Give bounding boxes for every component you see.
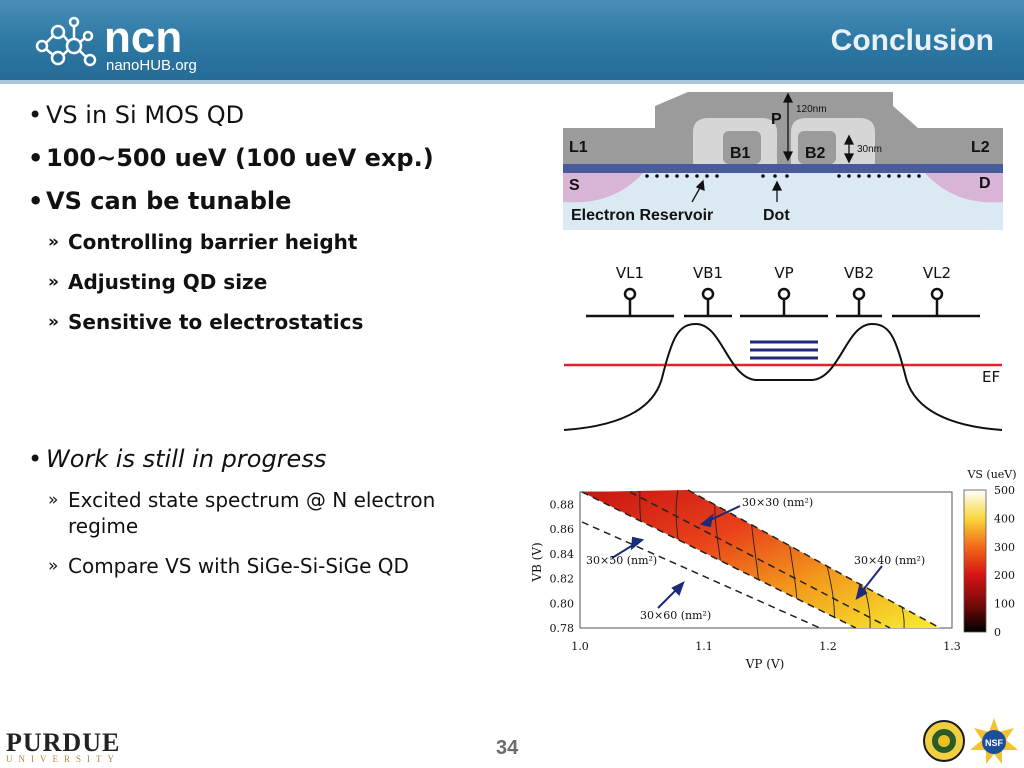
label-l1: L1 bbox=[569, 139, 588, 156]
sub-bullet-item: » Adjusting QD size bbox=[48, 270, 268, 294]
bullet-item: • Work is still in progress bbox=[28, 445, 327, 473]
gate-label-vb1: VB1 bbox=[693, 264, 723, 282]
sub-bullet-text: Compare VS with SiGe-Si-SiGe QD bbox=[68, 554, 409, 578]
label-b2: B2 bbox=[805, 145, 826, 162]
sub-bullet-item: » Compare VS with SiGe-Si-SiGe QD bbox=[48, 554, 409, 578]
x-tick-label: 1.3 bbox=[943, 640, 961, 653]
potential-profile bbox=[563, 322, 1003, 431]
x-tick-label: 1.0 bbox=[571, 640, 589, 653]
slide-title: Conclusion bbox=[830, 24, 994, 57]
potential-diagram: VL1 VB1 VP VB2 VL2 EF bbox=[563, 264, 1003, 431]
sub-bullet-text: Adjusting QD size bbox=[68, 270, 268, 294]
x-tick-label: 1.1 bbox=[695, 640, 713, 653]
y-tick-label: 0.82 bbox=[550, 573, 575, 586]
label-dot: Dot bbox=[763, 207, 790, 224]
bullet-list: • VS in Si MOS QD • 100~500 ueV (100 ueV e… bbox=[28, 100, 508, 593]
colorbar-tick-label: 100 bbox=[994, 598, 1015, 611]
colorbar-tick-label: 200 bbox=[994, 569, 1015, 582]
sponsor-seals: NSF bbox=[923, 718, 1018, 764]
sub-bullet-item: » Excited state spectrum @ N electron reg… bbox=[48, 487, 508, 539]
bullet-text: Work is still in progress bbox=[46, 445, 327, 473]
x-axis-label: VP (V) bbox=[745, 657, 785, 671]
label-l2: L2 bbox=[971, 139, 990, 156]
y-tick-label: 0.84 bbox=[550, 548, 575, 561]
molecule-icon bbox=[35, 16, 97, 67]
university-name: PURDUE bbox=[6, 728, 121, 757]
colorbar bbox=[963, 489, 987, 633]
annotation-arrows bbox=[611, 505, 883, 609]
bullet-item: • 100~500 ueV (100 ueV exp.) bbox=[28, 144, 434, 172]
energy-levels bbox=[750, 340, 818, 360]
vs-band bbox=[582, 490, 940, 628]
fermi-label: EF bbox=[982, 368, 1000, 386]
drain-region bbox=[925, 173, 1003, 203]
valley-splitting-chart: 30×30 (nm²) 30×50 (nm²) 30×40 (nm²) 30×6… bbox=[530, 468, 1017, 671]
y-tick-label: 0.88 bbox=[550, 498, 575, 511]
colorbar-tick-label: 400 bbox=[994, 512, 1015, 525]
oxide-layer bbox=[563, 164, 1003, 173]
source-region bbox=[563, 173, 643, 203]
sub-bullet-text: Controlling barrier height bbox=[68, 230, 358, 254]
substrate bbox=[563, 172, 1003, 230]
size-boundaries bbox=[581, 489, 941, 629]
bullet-text: VS in Si MOS QD bbox=[46, 101, 245, 129]
university-subtitle: UNIVERSITY bbox=[6, 754, 120, 764]
header-stripe bbox=[0, 80, 1024, 84]
bullet-item: • VS can be tunable bbox=[28, 187, 292, 215]
sub-bullet-item: » Controlling barrier height bbox=[48, 230, 358, 254]
y-tick-label: 0.86 bbox=[550, 523, 575, 536]
device-cross-section: P L1 L2 B1 B2 S D Electron Reservoir Dot… bbox=[563, 92, 1003, 230]
gate-label-vb2: VB2 bbox=[844, 264, 874, 282]
label-b1: B1 bbox=[730, 145, 751, 162]
purdue-logo: PURDUE UNIVERSITY bbox=[6, 728, 120, 764]
sub-bullet-item: » Sensitive to electrostatics bbox=[48, 310, 364, 334]
page-number: 34 bbox=[496, 737, 519, 759]
header-bar bbox=[0, 0, 1024, 83]
brand-url: nanoHUB.org bbox=[106, 57, 197, 74]
sub-bullet-text: Sensitive to electrostatics bbox=[68, 310, 364, 334]
x-tick-label: 1.2 bbox=[819, 640, 837, 653]
gate-label-vl2: VL2 bbox=[923, 264, 951, 282]
bullet-item: • VS in Si MOS QD bbox=[28, 101, 245, 129]
y-axis-label: VB (V) bbox=[530, 542, 544, 582]
gate-label-vl1: VL1 bbox=[616, 264, 644, 282]
bullet-text: 100~500 ueV (100 ueV exp.) bbox=[46, 144, 434, 172]
colorbar-tick-label: 0 bbox=[994, 626, 1001, 639]
label-dim-30: 30nm bbox=[857, 144, 882, 155]
gate-label-vp: VP bbox=[774, 264, 793, 282]
label-d: D bbox=[979, 175, 991, 192]
seal-icon bbox=[923, 720, 965, 762]
label-s: S bbox=[569, 177, 580, 194]
bullet-text: VS can be tunable bbox=[46, 187, 292, 215]
label-p: P bbox=[771, 111, 782, 128]
annotation-30x30: 30×30 (nm²) bbox=[742, 496, 813, 509]
colorbar-tick-label: 300 bbox=[994, 541, 1015, 554]
y-tick-label: 0.78 bbox=[550, 622, 575, 635]
colorbar-label: VS (ueV) bbox=[966, 468, 1016, 481]
svg-text:NSF: NSF bbox=[985, 738, 1004, 748]
annotation-30x50: 30×50 (nm²) bbox=[586, 554, 657, 567]
annotation-30x60: 30×60 (nm²) bbox=[640, 609, 711, 622]
brand-name: ncn bbox=[104, 13, 182, 62]
y-tick-label: 0.80 bbox=[550, 597, 575, 610]
annotation-30x40: 30×40 (nm²) bbox=[854, 554, 925, 567]
label-reservoir: Electron Reservoir bbox=[571, 207, 713, 224]
colorbar-tick-label: 500 bbox=[994, 484, 1015, 497]
nsf-icon: NSF bbox=[970, 718, 1018, 764]
ncn-logo: ncn nanoHUB.org bbox=[35, 13, 197, 74]
gate-electrodes bbox=[586, 287, 980, 318]
sub-bullet-text: Excited state spectrum @ N electron regi… bbox=[68, 488, 436, 538]
gate-layer bbox=[563, 128, 1003, 165]
label-dim-120: 120nm bbox=[796, 104, 827, 115]
